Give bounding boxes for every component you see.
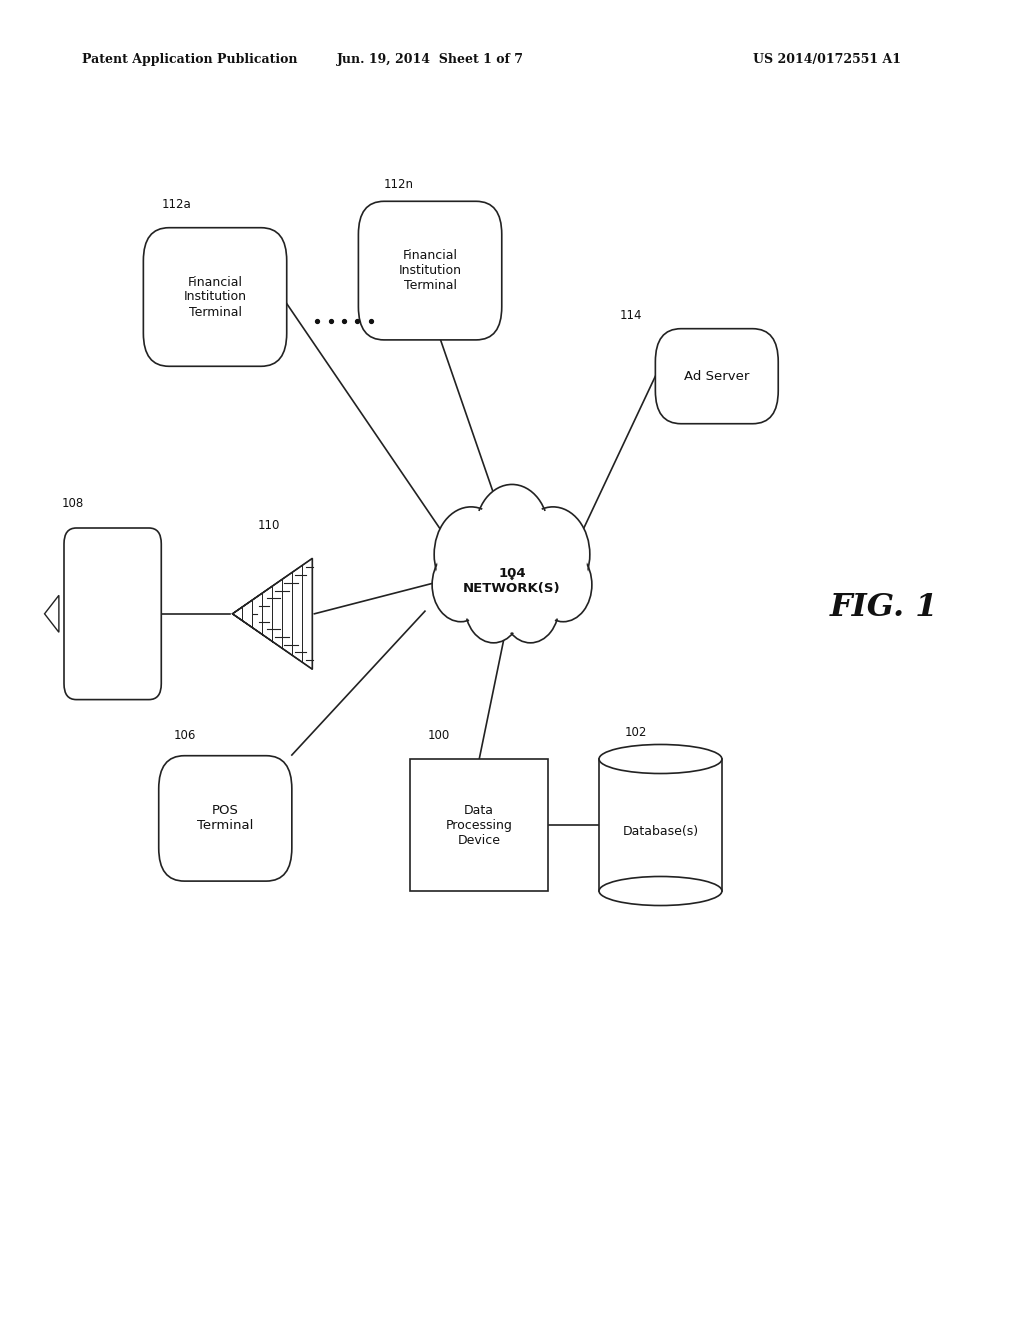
Circle shape [502, 569, 559, 643]
Text: US 2014/0172551 A1: US 2014/0172551 A1 [753, 53, 901, 66]
Text: 104
NETWORK(S): 104 NETWORK(S) [463, 566, 561, 595]
Text: 106: 106 [174, 729, 197, 742]
Circle shape [434, 550, 487, 619]
Text: Financial
Institution
Terminal: Financial Institution Terminal [183, 276, 247, 318]
Text: Jun. 19, 2014  Sheet 1 of 7: Jun. 19, 2014 Sheet 1 of 7 [337, 53, 523, 66]
Text: 108: 108 [61, 496, 84, 510]
Text: Financial
Institution
Terminal: Financial Institution Terminal [398, 249, 462, 292]
Text: Patent Application Publication: Patent Application Publication [82, 53, 297, 66]
Text: POS
Terminal: POS Terminal [197, 804, 254, 833]
Circle shape [518, 510, 588, 599]
Text: 112a: 112a [162, 198, 191, 211]
Circle shape [436, 510, 506, 599]
Ellipse shape [599, 744, 722, 774]
Circle shape [475, 484, 549, 579]
Text: 112n: 112n [384, 178, 414, 191]
Text: Data
Processing
Device: Data Processing Device [445, 804, 513, 846]
Text: 110: 110 [258, 519, 281, 532]
FancyBboxPatch shape [655, 329, 778, 424]
Circle shape [467, 572, 520, 640]
Circle shape [465, 569, 522, 643]
Text: FIG. 1: FIG. 1 [829, 591, 938, 623]
Text: 100: 100 [428, 729, 451, 742]
Text: Database(s): Database(s) [623, 825, 698, 838]
Circle shape [432, 548, 489, 622]
Bar [410, 759, 549, 891]
Text: 102: 102 [625, 726, 647, 739]
Circle shape [537, 550, 590, 619]
Circle shape [477, 487, 547, 577]
Text: Ad Server: Ad Server [684, 370, 750, 383]
FancyBboxPatch shape [358, 201, 502, 339]
Circle shape [434, 507, 508, 602]
Text: 114: 114 [620, 309, 642, 322]
FancyBboxPatch shape [159, 755, 292, 882]
Circle shape [516, 507, 590, 602]
Circle shape [504, 572, 557, 640]
Ellipse shape [599, 876, 722, 906]
FancyBboxPatch shape [143, 227, 287, 366]
Polygon shape [232, 558, 312, 669]
Bar [599, 759, 722, 891]
Polygon shape [45, 595, 59, 632]
FancyBboxPatch shape [63, 528, 162, 700]
Circle shape [535, 548, 592, 622]
